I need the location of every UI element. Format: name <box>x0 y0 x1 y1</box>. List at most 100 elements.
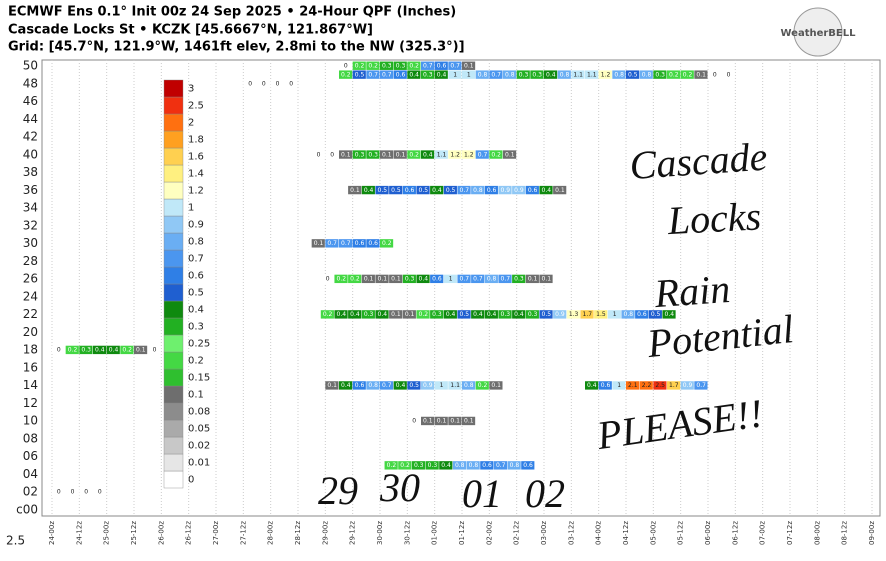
cell <box>416 274 430 284</box>
cell <box>434 416 448 426</box>
colorbar-label: 0.05 <box>188 424 210 435</box>
cell-label: 1.3 <box>569 311 579 318</box>
cell-label: 0.5 <box>542 311 552 318</box>
cell <box>462 416 476 426</box>
cell-label: 0.1 <box>341 151 351 158</box>
colorbar-box <box>163 334 184 353</box>
y-tick-label: 36 <box>23 183 38 197</box>
cell <box>320 274 334 284</box>
cell <box>106 345 120 355</box>
x-tick-label: 03-12z <box>567 521 575 545</box>
cell <box>389 310 403 319</box>
colorbar-box <box>163 79 184 98</box>
cell-label: 0 <box>412 418 416 425</box>
colorbar-label: 0.1 <box>188 390 204 401</box>
cell-label: 0.5 <box>460 311 470 318</box>
y-tick-label: 12 <box>23 396 38 410</box>
x-tick-label: 01-00z <box>431 521 439 545</box>
cell <box>320 310 334 319</box>
colorbar-label: 0.6 <box>188 271 204 282</box>
cell-label: 0.6 <box>637 311 647 318</box>
cell <box>557 70 571 79</box>
cell-label: 0.5 <box>355 71 365 78</box>
cell-label: 0.5 <box>628 71 638 78</box>
cell <box>585 381 599 390</box>
cell-label: 0.4 <box>378 311 388 318</box>
x-tick-label: 04-00z <box>595 521 603 545</box>
cell <box>539 185 553 195</box>
cell <box>694 70 708 79</box>
colorbar-label: 1.2 <box>188 186 204 197</box>
cell <box>361 310 375 319</box>
y-tick-label: 42 <box>23 130 38 144</box>
cell <box>503 150 517 159</box>
cell <box>653 381 667 390</box>
cell-label: 0.9 <box>555 311 565 318</box>
cell-label: 0.4 <box>546 71 556 78</box>
cell <box>375 274 389 284</box>
cell <box>52 345 66 355</box>
cell-label: 0 <box>727 71 731 78</box>
cell <box>639 70 653 79</box>
x-tick-label: 01-12z <box>458 521 466 545</box>
cell-label: 0.2 <box>400 462 410 469</box>
cell <box>434 61 448 70</box>
cell <box>680 381 694 390</box>
cell <box>708 70 722 79</box>
cell-label: 0.3 <box>414 462 424 469</box>
cell <box>257 79 271 88</box>
cell-label: 0 <box>326 276 330 283</box>
cell <box>407 70 421 79</box>
annotation: Rain <box>652 266 732 316</box>
cell-label: 0.1 <box>464 418 474 425</box>
y-tick-label: 18 <box>23 343 38 357</box>
cell-label: 0.4 <box>364 187 374 194</box>
cell <box>407 61 421 70</box>
cell <box>352 381 366 390</box>
cell-label: 0.8 <box>469 462 479 469</box>
cell-label: 0.6 <box>396 71 406 78</box>
cell-label: 0.3 <box>501 311 511 318</box>
cell-label: 0.1 <box>364 276 374 283</box>
cell <box>621 310 635 319</box>
cell <box>462 381 476 390</box>
x-tick-label: 26-12z <box>185 521 193 545</box>
cell-label: 0.3 <box>81 347 91 354</box>
cell-label: 0.1 <box>505 151 515 158</box>
cell-label: 0.8 <box>455 462 465 469</box>
cell <box>421 150 435 159</box>
corner-label: 2.5 <box>6 534 25 548</box>
colorbar-label: 0.5 <box>188 288 204 299</box>
cell <box>484 185 498 195</box>
cell <box>147 345 161 355</box>
cell-label: 0.1 <box>450 418 460 425</box>
cell <box>402 185 416 195</box>
colorbar-label: 0.02 <box>188 441 210 452</box>
cell <box>539 274 553 284</box>
cell-label: 0.2 <box>341 71 351 78</box>
cell <box>416 185 430 195</box>
cell-label: 0.4 <box>514 311 524 318</box>
cell-label: 0.4 <box>432 187 442 194</box>
colorbar-label: 0.7 <box>188 254 204 265</box>
cell <box>489 70 503 79</box>
cell <box>489 150 503 159</box>
cell <box>93 487 107 497</box>
x-tick-label: 06-12z <box>731 521 739 545</box>
y-tick-label: 44 <box>23 112 38 126</box>
cell-label: 0.8 <box>487 276 497 283</box>
y-tick-label: c00 <box>16 503 38 517</box>
cell <box>407 381 421 390</box>
cell-label: 0 <box>713 71 717 78</box>
cell <box>507 461 521 470</box>
cell-label: 0.7 <box>460 276 470 283</box>
cell-label: 0.6 <box>523 462 533 469</box>
cell <box>512 310 526 319</box>
colorbar-box <box>163 300 184 319</box>
cell <box>407 150 421 159</box>
cell-label: 1.7 <box>669 382 679 389</box>
cell <box>65 487 79 497</box>
y-tick-label: 06 <box>23 449 38 463</box>
cell <box>421 70 435 79</box>
cell <box>402 274 416 284</box>
